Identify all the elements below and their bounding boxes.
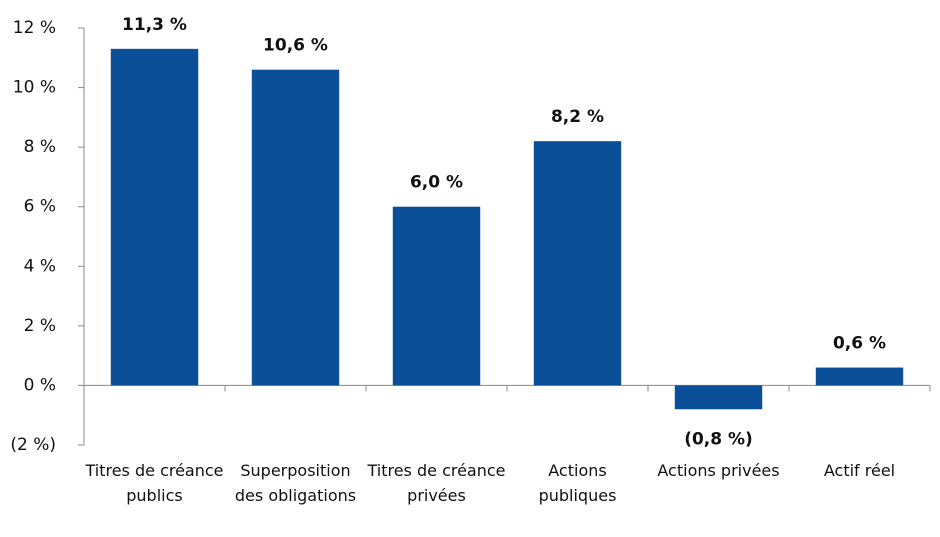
y-tick-label: 10 % xyxy=(13,78,56,98)
y-tick-label: 6 % xyxy=(24,197,56,217)
y-tick-label: 4 % xyxy=(24,256,56,276)
y-tick-label: 12 % xyxy=(13,18,56,38)
x-tick-label: Actions publiques xyxy=(538,461,617,505)
bar xyxy=(251,69,340,386)
y-tick-label: 8 % xyxy=(24,137,56,157)
value-label: 10,6 % xyxy=(263,36,328,56)
bar xyxy=(533,141,622,386)
x-tick-label: Superposition des obligations xyxy=(234,461,357,505)
y-tick-label: 2 % xyxy=(24,316,56,336)
x-tick-label: Titres de créance publics xyxy=(85,461,224,505)
bar xyxy=(392,206,481,386)
bar xyxy=(674,385,763,410)
bar xyxy=(110,48,199,386)
value-label: (0,8 %) xyxy=(684,429,753,449)
x-tick-label: Actif réel xyxy=(823,461,896,480)
x-tick-label: Actions privées xyxy=(657,461,780,480)
bar xyxy=(815,367,904,386)
y-tick-label: 0 % xyxy=(24,375,56,395)
x-tick-label: Titres de créance privées xyxy=(367,461,506,505)
value-label: 11,3 % xyxy=(122,15,187,35)
y-tick-label: (2 %) xyxy=(10,435,56,455)
value-label: 8,2 % xyxy=(551,107,604,127)
value-label: 0,6 % xyxy=(833,334,886,354)
value-label: 6,0 % xyxy=(410,173,463,193)
